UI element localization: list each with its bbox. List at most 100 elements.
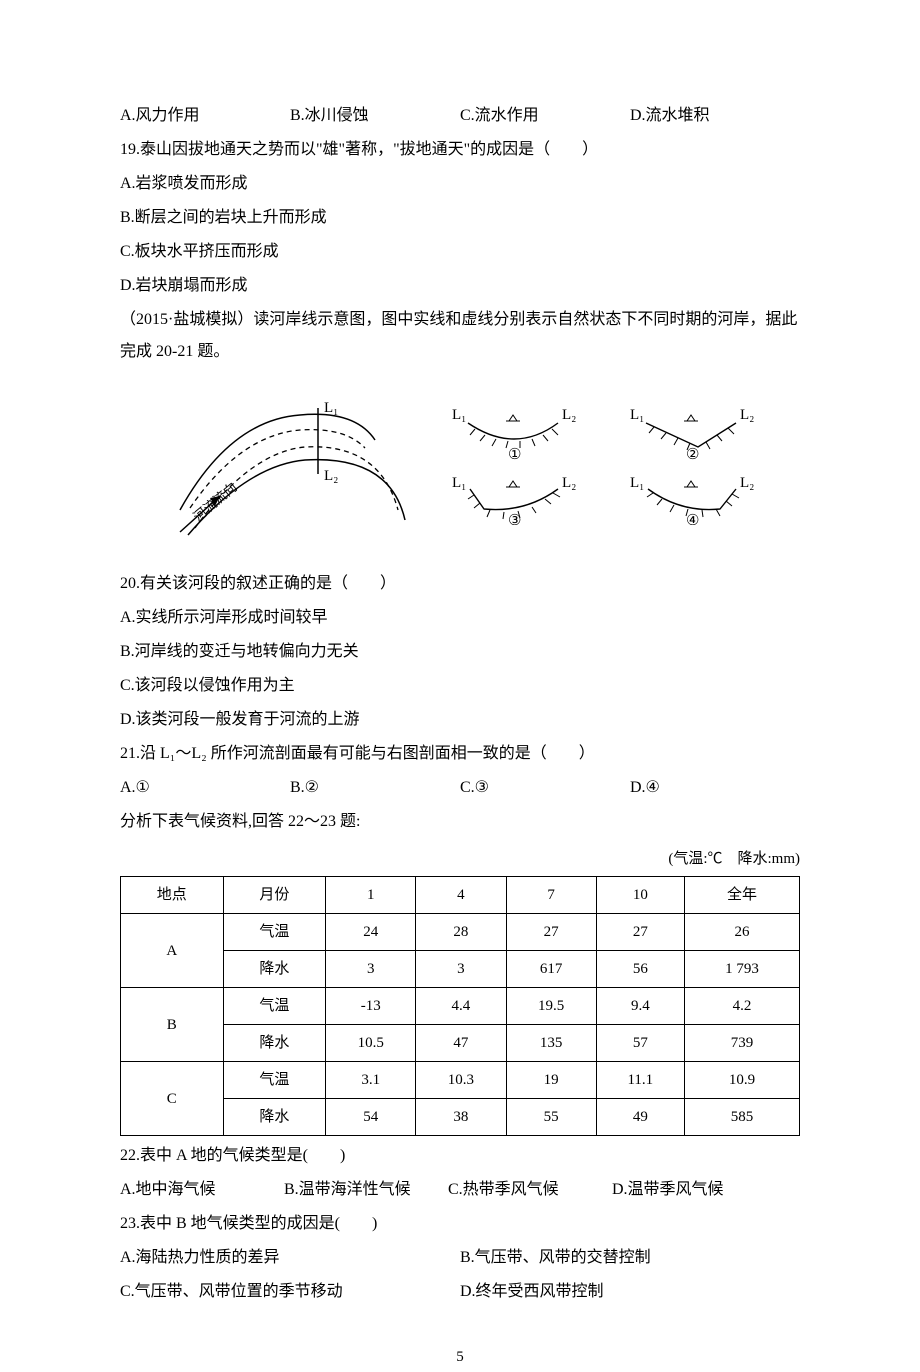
q19-stem: 19.泰山因拔地通天之势而以"雄"著称，"拔地通天"的成因是（ ） <box>120 134 800 166</box>
cell: -13 <box>326 988 416 1025</box>
q21-opt-a: A.① <box>120 772 290 804</box>
table-row: B 气温 -13 4.4 19.5 9.4 4.2 <box>121 988 800 1025</box>
svg-text:②: ② <box>686 447 699 461</box>
cell: 3 <box>416 951 506 988</box>
svg-text:L₁: L₁ <box>630 475 644 491</box>
cell: 28 <box>416 914 506 951</box>
svg-text:L₂: L₂ <box>740 475 754 491</box>
cell: 24 <box>326 914 416 951</box>
table-row: C 气温 3.1 10.3 19 11.1 10.9 <box>121 1062 800 1099</box>
table-row: 降水 54 38 55 49 585 <box>121 1099 800 1136</box>
profile-4: L₁ L₂ ④ <box>618 469 768 525</box>
cell: 49 <box>596 1099 684 1136</box>
cell: 617 <box>506 951 596 988</box>
cell: 38 <box>416 1099 506 1136</box>
cell: 4.4 <box>416 988 506 1025</box>
q20-opt-b: B.河岸线的变迁与地转偏向力无关 <box>120 636 800 668</box>
river-diagram-area: L₁ L₂ 河流流向 L₁ L₂ <box>160 380 800 550</box>
cell: 739 <box>684 1025 799 1062</box>
svg-text:L₂: L₂ <box>562 475 576 491</box>
q19-opt-a: A.岩浆喷发而形成 <box>120 168 800 200</box>
th-month: 月份 <box>223 877 326 914</box>
q19-opt-d: D.岩块崩塌而形成 <box>120 270 800 302</box>
th-7: 7 <box>506 877 596 914</box>
cell: 19 <box>506 1062 596 1099</box>
q22-opt-c: C.热带季风气候 <box>448 1174 608 1206</box>
climate-table: 地点 月份 1 4 7 10 全年 A 气温 24 28 27 27 26 降水… <box>120 876 800 1136</box>
svg-text:L₂: L₂ <box>562 407 576 423</box>
svg-text:L₂: L₂ <box>740 407 754 423</box>
cell: 54 <box>326 1099 416 1136</box>
q22-options: A.地中海气候 B.温带海洋性气候 C.热带季风气候 D.温带季风气候 <box>120 1174 800 1206</box>
cell: 降水 <box>223 1099 326 1136</box>
svg-text:④: ④ <box>686 513 699 525</box>
cell: 27 <box>596 914 684 951</box>
q21-stem: 21.沿 L₁～L₂ 所作河流剖面最有可能与右图剖面相一致的是（ ） <box>120 738 800 770</box>
table-header-row: 地点 月份 1 4 7 10 全年 <box>121 877 800 914</box>
cell: 47 <box>416 1025 506 1062</box>
page-number: 5 <box>120 1342 800 1372</box>
th-4: 4 <box>416 877 506 914</box>
label-L1: L₁ <box>324 400 338 416</box>
table-unit: (气温:℃ 降水:mm) <box>120 844 800 874</box>
th-1: 1 <box>326 877 416 914</box>
q18-opt-a: A.风力作用 <box>120 100 290 132</box>
cell-place-b: B <box>121 988 224 1062</box>
cell: 56 <box>596 951 684 988</box>
table-row: A 气温 24 28 27 27 26 <box>121 914 800 951</box>
svg-text:L₁: L₁ <box>630 407 644 423</box>
q21-opt-d: D.④ <box>630 772 800 804</box>
svg-text:③: ③ <box>508 513 521 525</box>
q23-opt-d: D.终年受西风带控制 <box>460 1276 800 1308</box>
q23-opt-b: B.气压带、风带的交替控制 <box>460 1242 800 1274</box>
cell: 气温 <box>223 1062 326 1099</box>
q18-opt-b: B.冰川侵蚀 <box>290 100 460 132</box>
cell: 4.2 <box>684 988 799 1025</box>
q18-opt-c: C.流水作用 <box>460 100 630 132</box>
q19-opt-c: C.板块水平挤压而形成 <box>120 236 800 268</box>
cell: 降水 <box>223 951 326 988</box>
profile-1: L₁ L₂ ① <box>440 405 590 461</box>
q23-opt-c: C.气压带、风带位置的季节移动 <box>120 1276 460 1308</box>
cell: 19.5 <box>506 988 596 1025</box>
cell: 气温 <box>223 914 326 951</box>
th-10: 10 <box>596 877 684 914</box>
cell: 55 <box>506 1099 596 1136</box>
profile-2: L₁ L₂ ② <box>618 405 768 461</box>
cell: 135 <box>506 1025 596 1062</box>
river-passage-intro: （2015·盐城模拟）读河岸线示意图，图中实线和虚线分别表示自然状态下不同时期的… <box>120 304 800 368</box>
q20-opt-d: D.该类河段一般发育于河流的上游 <box>120 704 800 736</box>
cell: 26 <box>684 914 799 951</box>
cell: 10.9 <box>684 1062 799 1099</box>
cell: 1 793 <box>684 951 799 988</box>
profile-3: L₁ L₂ ③ <box>440 469 590 525</box>
cell: 10.3 <box>416 1062 506 1099</box>
q21-opt-c: C.③ <box>460 772 630 804</box>
q21-opt-b: B.② <box>290 772 460 804</box>
cell-place-a: A <box>121 914 224 988</box>
cell: 3 <box>326 951 416 988</box>
label-L2: L₂ <box>324 468 338 484</box>
cell: 11.1 <box>596 1062 684 1099</box>
q21-options: A.① B.② C.③ D.④ <box>120 772 800 804</box>
svg-text:L₁: L₁ <box>452 475 466 491</box>
climate-intro: 分析下表气候资料,回答 22～23 题: <box>120 806 800 838</box>
q23-stem: 23.表中 B 地气候类型的成因是( ) <box>120 1208 800 1240</box>
profile-grid: L₁ L₂ ① L₁ L₂ <box>440 405 768 525</box>
river-plan-view: L₁ L₂ 河流流向 <box>160 380 420 550</box>
svg-text:①: ① <box>508 447 521 461</box>
q22-opt-d: D.温带季风气候 <box>612 1174 772 1206</box>
table-row: 降水 10.5 47 135 57 739 <box>121 1025 800 1062</box>
cell: 3.1 <box>326 1062 416 1099</box>
flow-label: 河流流向 <box>190 479 239 524</box>
th-year: 全年 <box>684 877 799 914</box>
cell-place-c: C <box>121 1062 224 1136</box>
q23-opt-a: A.海陆热力性质的差异 <box>120 1242 460 1274</box>
cell: 585 <box>684 1099 799 1136</box>
q22-stem: 22.表中 A 地的气候类型是( ) <box>120 1140 800 1172</box>
q18-options: A.风力作用 B.冰川侵蚀 C.流水作用 D.流水堆积 <box>120 100 800 132</box>
table-row: 降水 3 3 617 56 1 793 <box>121 951 800 988</box>
q20-stem: 20.有关该河段的叙述正确的是（ ） <box>120 568 800 600</box>
q23-options: A.海陆热力性质的差异 B.气压带、风带的交替控制 C.气压带、风带位置的季节移… <box>120 1242 800 1310</box>
svg-text:L₁: L₁ <box>452 407 466 423</box>
